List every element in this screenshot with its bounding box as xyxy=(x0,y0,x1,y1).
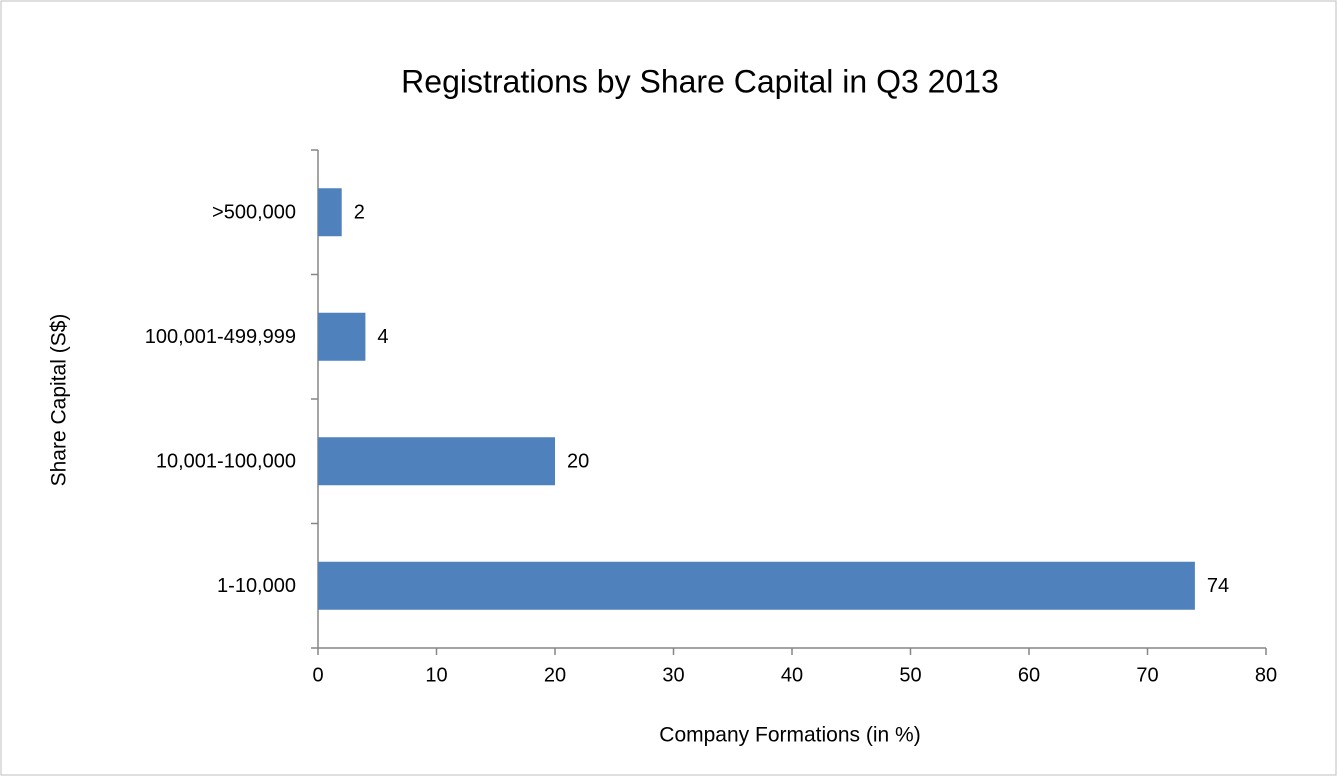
bar xyxy=(318,312,366,361)
x-tick-label: 70 xyxy=(1136,664,1158,686)
bar xyxy=(318,561,1195,610)
x-tick-label: 60 xyxy=(1018,664,1040,686)
y-tick-label: 1-10,000 xyxy=(217,575,296,597)
bar xyxy=(318,188,342,237)
data-label: 4 xyxy=(377,326,388,348)
y-tick-label: 100,001-499,999 xyxy=(145,326,296,348)
x-tick-label: 50 xyxy=(899,664,921,686)
data-label: 74 xyxy=(1207,575,1229,597)
bar xyxy=(318,437,555,486)
x-tick-label: 20 xyxy=(544,664,566,686)
x-tick-label: 0 xyxy=(312,664,323,686)
y-axis-title: Share Capital (S$) xyxy=(48,314,71,487)
y-tick-label: 10,001-100,000 xyxy=(156,451,296,473)
x-tick-label: 40 xyxy=(781,664,803,686)
x-tick-label: 10 xyxy=(425,664,447,686)
data-label: 20 xyxy=(567,451,589,473)
x-axis-title: Company Formations (in %) xyxy=(659,724,920,747)
chart-title: Registrations by Share Capital in Q3 201… xyxy=(401,63,999,99)
data-label: 2 xyxy=(354,202,365,224)
x-tick-label: 30 xyxy=(662,664,684,686)
y-tick-label: >500,000 xyxy=(212,202,296,224)
x-tick-label: 80 xyxy=(1255,664,1277,686)
